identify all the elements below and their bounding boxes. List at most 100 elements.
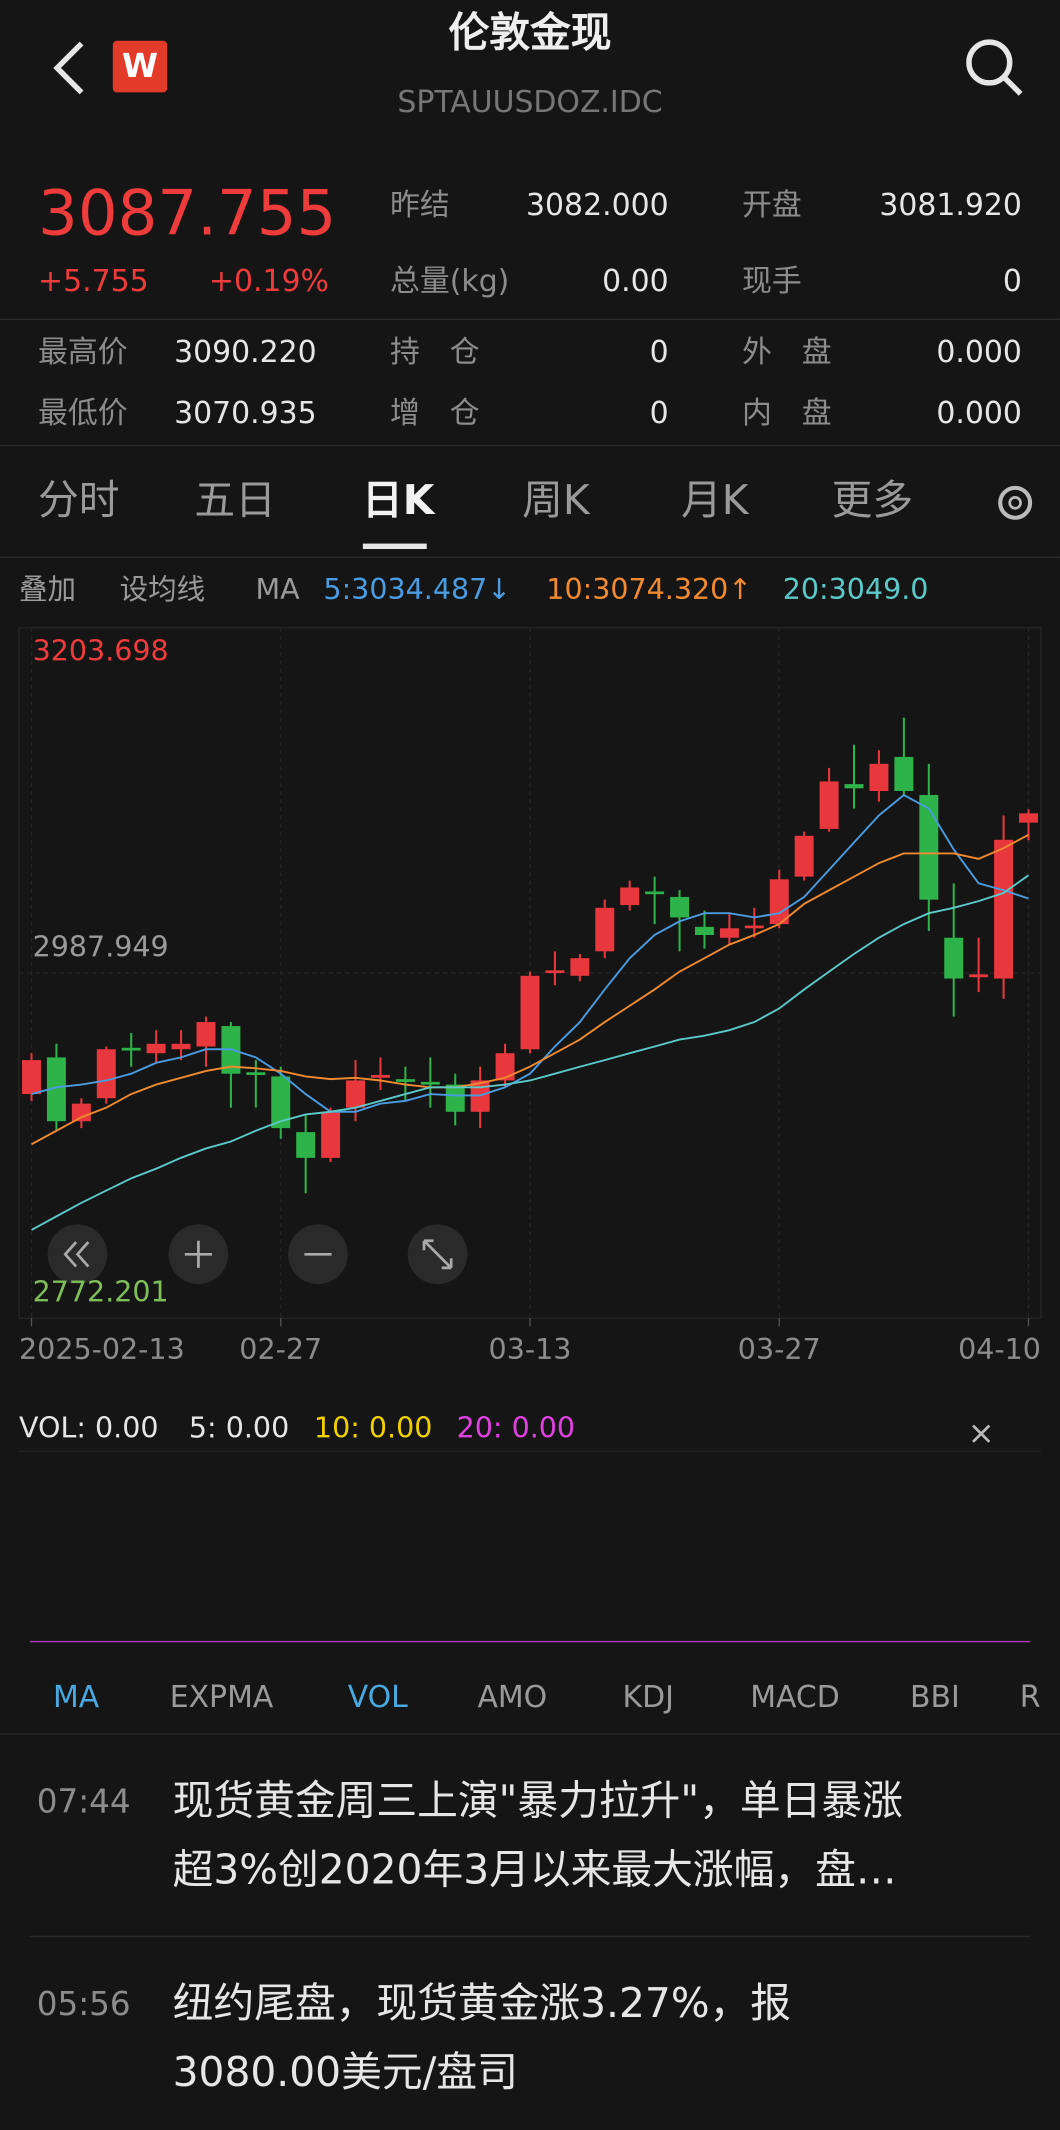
indicator-tab[interactable]: R <box>1020 1680 1041 1715</box>
candle-body <box>645 891 665 895</box>
indicator-tab[interactable]: AMO <box>477 1680 547 1715</box>
candle-body <box>520 975 540 1050</box>
stat-value: 0.000 <box>936 335 1022 370</box>
y-tick-label: 3203.698 <box>33 634 169 667</box>
indicator-tab[interactable]: EXPMA <box>170 1680 274 1715</box>
candle-body <box>670 896 690 918</box>
candle-body <box>595 907 615 952</box>
y-tick-label: 2772.201 <box>33 1276 169 1309</box>
tab[interactable]: 更多 <box>832 476 914 524</box>
candle-body <box>321 1111 341 1158</box>
stat-label: 昨结 <box>390 188 450 223</box>
tab[interactable]: 分时 <box>38 476 120 524</box>
stat-value: 3081.920 <box>879 188 1022 223</box>
price: 3087.755 <box>38 177 336 250</box>
candle-body <box>1019 813 1038 823</box>
stat-label: 最低价 <box>38 396 128 431</box>
candle-body <box>296 1132 316 1158</box>
toolbar-item[interactable]: 设均线 <box>120 573 206 606</box>
candle-body <box>121 1047 141 1051</box>
stat-value: 3082.000 <box>526 188 669 223</box>
news-text[interactable]: 超3%创2020年3月以来最大涨幅，盘… <box>173 1846 897 1894</box>
news-time: 05:56 <box>37 1985 131 2023</box>
x-tick-label: 02-27 <box>239 1333 322 1366</box>
candle-body <box>395 1079 415 1082</box>
candle-body <box>994 839 1014 979</box>
subtitle: SPTAUUSDOZ.IDC <box>397 85 662 120</box>
stat-value: 0 <box>650 396 669 431</box>
stat-value: 0.00 <box>602 264 669 299</box>
stat-value: 3070.935 <box>174 396 317 431</box>
candle-body <box>844 784 864 789</box>
stat-label: 总量(kg) <box>390 264 509 299</box>
x-tick-label: 03-13 <box>489 1333 572 1366</box>
candle-body <box>695 926 714 936</box>
y-tick-label: 2987.949 <box>33 931 169 964</box>
chart-controls <box>47 1224 468 1285</box>
ma-line <box>31 874 1030 1231</box>
legend-entry: 20:3049.0 <box>783 573 929 606</box>
candle-body <box>495 1053 515 1081</box>
volume-label: 10: 0.00 <box>314 1412 432 1445</box>
candle-body <box>769 879 789 925</box>
change-percent: +0.19% <box>209 264 329 299</box>
candle-body <box>545 970 565 974</box>
candle-body <box>869 763 889 792</box>
indicator-tab[interactable]: KDJ <box>623 1680 674 1715</box>
stat-value: 0 <box>1003 264 1022 299</box>
ma-line <box>31 833 1029 1146</box>
candle-body <box>370 1074 390 1078</box>
volume-label: 5: 0.00 <box>189 1412 289 1445</box>
candle-body <box>271 1076 291 1129</box>
logo-text: W <box>122 47 158 85</box>
candle-body <box>944 937 964 979</box>
candle-body <box>196 1022 216 1047</box>
candle-body <box>420 1081 440 1085</box>
legend-entry: 5:3034.487↓ <box>323 573 511 606</box>
candle-body <box>719 928 739 938</box>
toolbar-item[interactable]: 叠加 <box>19 573 76 606</box>
stat-label: 最高价 <box>38 335 128 370</box>
news-text[interactable]: 3080.00美元/盘司 <box>173 2048 518 2096</box>
candle-body <box>570 958 590 976</box>
close-volume-button[interactable] <box>972 1424 991 1443</box>
candle-body <box>246 1072 266 1075</box>
logo <box>112 40 168 93</box>
toolbar-item: MA <box>255 573 300 606</box>
candle-body <box>919 795 939 900</box>
search-button[interactable] <box>966 39 1023 96</box>
candle-body <box>620 887 640 906</box>
candle-body <box>969 974 989 978</box>
candle-body <box>819 781 839 829</box>
candle-body <box>744 925 764 929</box>
back-button[interactable] <box>53 41 84 95</box>
candle-body <box>71 1103 91 1122</box>
candle-body <box>171 1043 191 1050</box>
stat-label: 现手 <box>742 264 802 299</box>
change: +5.755 <box>38 264 149 299</box>
candle-body <box>445 1084 465 1112</box>
candle-body <box>46 1057 66 1122</box>
indicator-tab[interactable]: MACD <box>750 1680 840 1715</box>
indicator-tab[interactable]: MA <box>53 1680 100 1715</box>
tab[interactable]: 周K <box>522 476 591 524</box>
x-tick-label: 2025-02-13 <box>19 1333 185 1366</box>
volume-label: 20: 0.00 <box>457 1412 575 1445</box>
news-text[interactable]: 纽约尾盘，现货黄金涨3.27%，报 <box>173 1979 791 2027</box>
stat-label: 开盘 <box>742 188 802 223</box>
tab[interactable]: 五日 <box>194 476 276 524</box>
indicator-tab[interactable]: BBI <box>910 1680 960 1715</box>
tab[interactable]: 月K <box>681 476 750 524</box>
candle-body <box>96 1049 116 1099</box>
indicator-tab[interactable]: VOL <box>348 1680 408 1715</box>
settings-button[interactable] <box>998 485 1033 520</box>
news-text[interactable]: 现货黄金周三上演"暴力拉升"，单日暴涨 <box>173 1776 903 1824</box>
stat-label: 内 盘 <box>742 396 832 431</box>
stat-value: 0.000 <box>936 396 1022 431</box>
tab[interactable]: 日K <box>362 476 436 524</box>
legend-entry: 10:3074.320↑ <box>546 573 752 606</box>
title: 伦敦金现 <box>448 8 611 56</box>
